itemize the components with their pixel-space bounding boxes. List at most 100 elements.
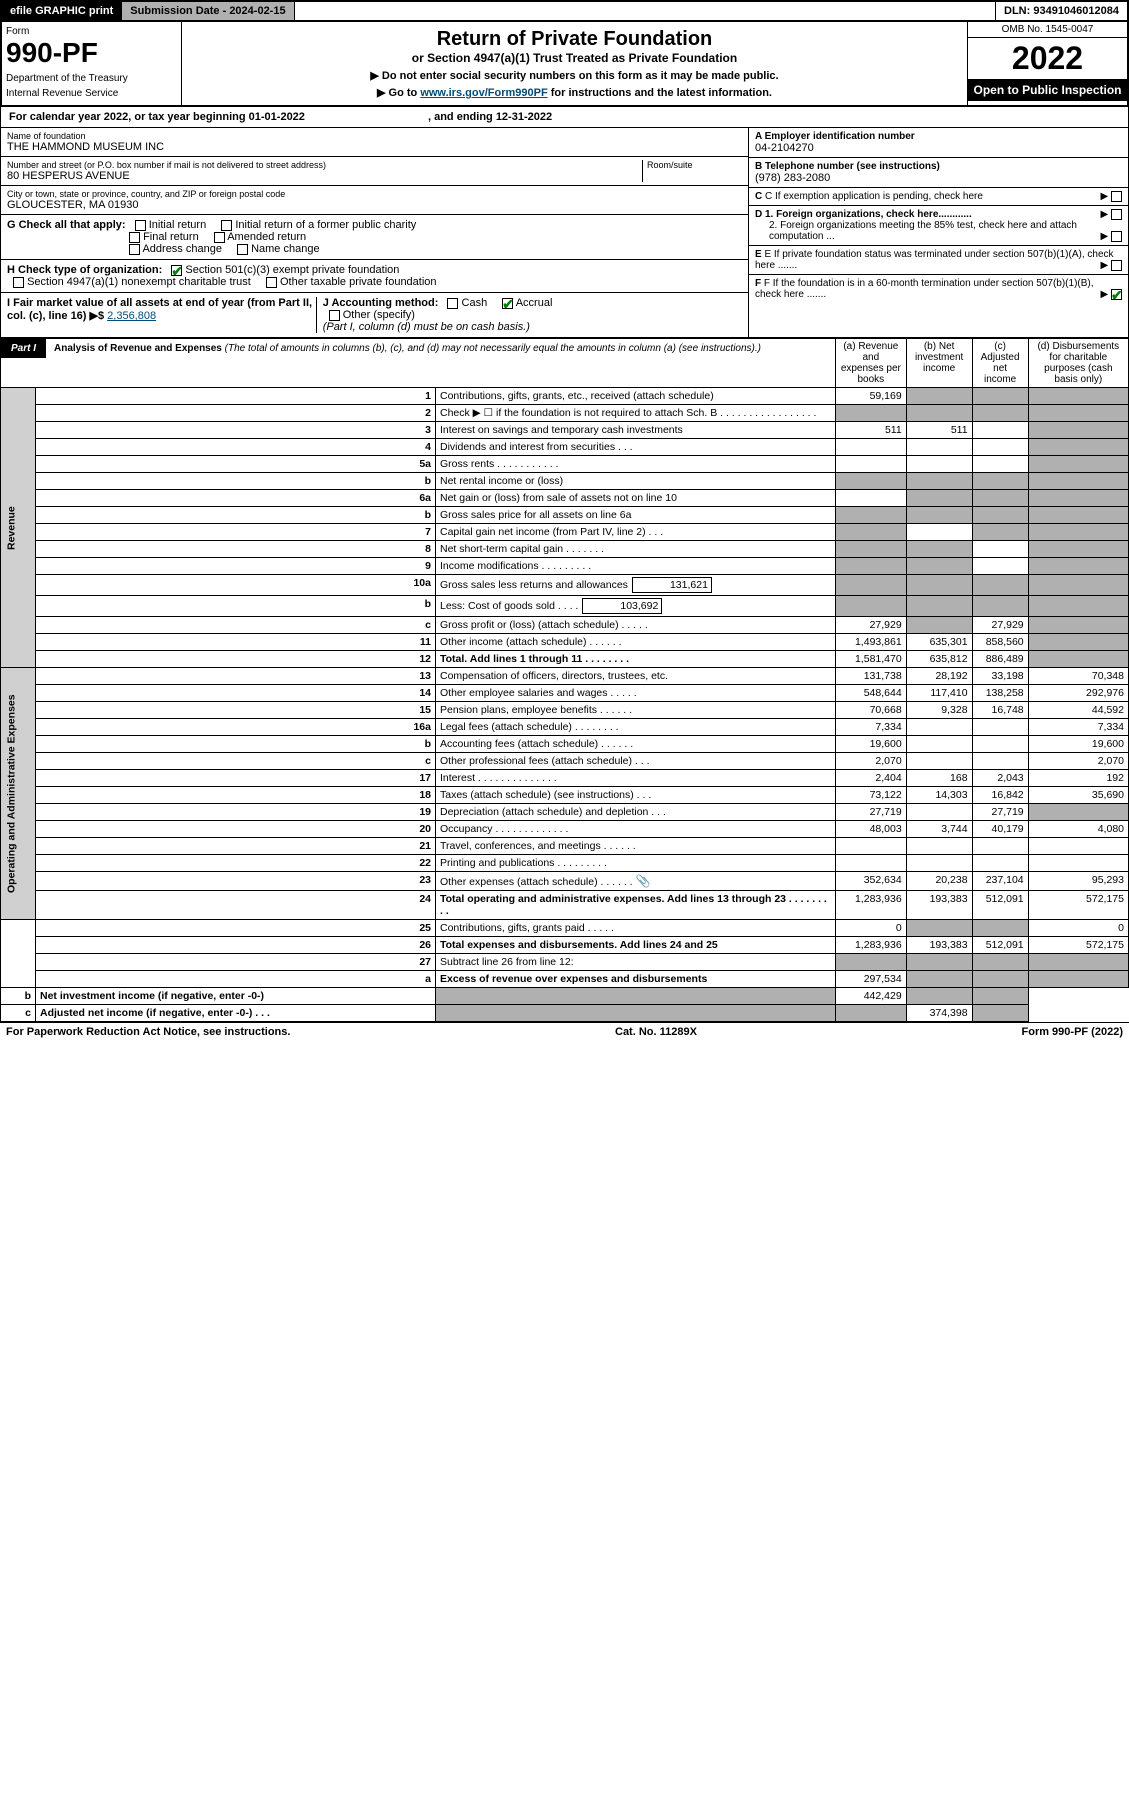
line-description: Accounting fees (attach schedule) . . . … (436, 736, 836, 753)
cell-value (972, 524, 1028, 541)
terminated-checkbox[interactable] (1111, 260, 1122, 271)
table-row: 19Depreciation (attach schedule) and dep… (1, 804, 1129, 821)
cell-value (836, 473, 907, 490)
address-change-checkbox[interactable] (129, 244, 140, 255)
cell-value (1028, 954, 1128, 971)
line-number: 22 (36, 855, 436, 872)
other-taxable-checkbox[interactable] (266, 277, 277, 288)
cell-value (1028, 405, 1128, 422)
cell-value (972, 971, 1028, 988)
cell-value: 635,812 (906, 651, 972, 668)
line-number: 4 (36, 439, 436, 456)
col-a-header: (a) Revenue and expenses per books (836, 339, 907, 388)
other-method-checkbox[interactable] (329, 310, 340, 321)
table-row: 21Travel, conferences, and meetings . . … (1, 838, 1129, 855)
line-description: Total expenses and disbursements. Add li… (436, 937, 836, 954)
60month-checkbox[interactable] (1111, 289, 1122, 300)
cell-value: 16,748 (972, 702, 1028, 719)
cell-value (972, 575, 1028, 596)
col-b-header: (b) Net investment income (906, 339, 972, 388)
ein-cell: A Employer identification number 04-2104… (749, 128, 1128, 158)
line-number: b (36, 473, 436, 490)
cell-value (972, 456, 1028, 473)
line-description: Net investment income (if negative, ente… (36, 988, 436, 1005)
initial-public-checkbox[interactable] (221, 220, 232, 231)
cell-value (906, 736, 972, 753)
attachment-icon[interactable]: 📎 (636, 874, 651, 888)
4947-checkbox[interactable] (13, 277, 24, 288)
cell-value (836, 439, 907, 456)
cell-value (1028, 575, 1128, 596)
line-description: Adjusted net income (if negative, enter … (36, 1005, 436, 1022)
table-row: 9Income modifications . . . . . . . . . (1, 558, 1129, 575)
foreign-85-checkbox[interactable] (1111, 231, 1122, 242)
cell-value (1028, 473, 1128, 490)
line-description: Capital gain net income (from Part IV, l… (436, 524, 836, 541)
cell-value (906, 388, 972, 405)
exemption-checkbox[interactable] (1111, 191, 1122, 202)
cell-value (1028, 558, 1128, 575)
cell-value: 0 (1028, 920, 1128, 937)
cell-value (906, 920, 972, 937)
line-description: Contributions, gifts, grants paid . . . … (436, 920, 836, 937)
form-header: Form 990-PF Department of the Treasury I… (0, 22, 1129, 107)
fmv-link[interactable]: 2,356,808 (107, 310, 156, 322)
cell-value (906, 524, 972, 541)
line-number: 14 (36, 685, 436, 702)
cell-value: 886,489 (972, 651, 1028, 668)
final-return-checkbox[interactable] (129, 232, 140, 243)
cell-value (972, 439, 1028, 456)
cell-value: 0 (836, 920, 907, 937)
cell-value (1028, 507, 1128, 524)
irs-link[interactable]: www.irs.gov/Form990PF (420, 87, 547, 99)
form-label: Form (6, 26, 177, 37)
501c3-checkbox[interactable] (171, 265, 182, 276)
cell-value: 2,404 (836, 770, 907, 787)
cell-value (1028, 804, 1128, 821)
line-number: 24 (36, 891, 436, 920)
line-description: Occupancy . . . . . . . . . . . . . (436, 821, 836, 838)
cell-value: 40,179 (972, 821, 1028, 838)
table-row: Operating and Administrative Expenses13C… (1, 668, 1129, 685)
cell-value (1028, 651, 1128, 668)
cell-value (906, 971, 972, 988)
header-left: Form 990-PF Department of the Treasury I… (2, 22, 182, 105)
cell-value (906, 456, 972, 473)
line-number: 5a (36, 456, 436, 473)
name-change-checkbox[interactable] (237, 244, 248, 255)
cell-value: 7,334 (836, 719, 907, 736)
foreign-org-checkbox[interactable] (1111, 209, 1122, 220)
cash-checkbox[interactable] (447, 298, 458, 309)
cell-value (972, 473, 1028, 490)
cell-value (906, 838, 972, 855)
line-description: Other employee salaries and wages . . . … (436, 685, 836, 702)
cell-value (906, 954, 972, 971)
cell-value (906, 405, 972, 422)
section-h: H Check type of organization: Section 50… (1, 260, 748, 293)
line-number: 12 (36, 651, 436, 668)
cell-value (972, 954, 1028, 971)
cell-value (906, 558, 972, 575)
line-description: Net short-term capital gain . . . . . . … (436, 541, 836, 558)
table-row: bAccounting fees (attach schedule) . . .… (1, 736, 1129, 753)
initial-return-checkbox[interactable] (135, 220, 146, 231)
amended-return-checkbox[interactable] (214, 232, 225, 243)
line-description: Gross sales less returns and allowances1… (436, 575, 836, 596)
line-number: 16a (36, 719, 436, 736)
table-row: 12Total. Add lines 1 through 11 . . . . … (1, 651, 1129, 668)
part1-label: Part I (1, 339, 46, 358)
cell-value: 27,719 (972, 804, 1028, 821)
cell-value: 28,192 (906, 668, 972, 685)
cell-value (972, 736, 1028, 753)
cell-value (1028, 456, 1128, 473)
cell-value: 572,175 (1028, 891, 1128, 920)
cell-value: 27,929 (972, 617, 1028, 634)
cell-value: 117,410 (906, 685, 972, 702)
cell-value (836, 558, 907, 575)
table-row: cGross profit or (loss) (attach schedule… (1, 617, 1129, 634)
line-description: Dividends and interest from securities .… (436, 439, 836, 456)
line-description: Subtract line 26 from line 12: (436, 954, 836, 971)
cell-value (836, 490, 907, 507)
accrual-checkbox[interactable] (502, 298, 513, 309)
cell-value (836, 507, 907, 524)
